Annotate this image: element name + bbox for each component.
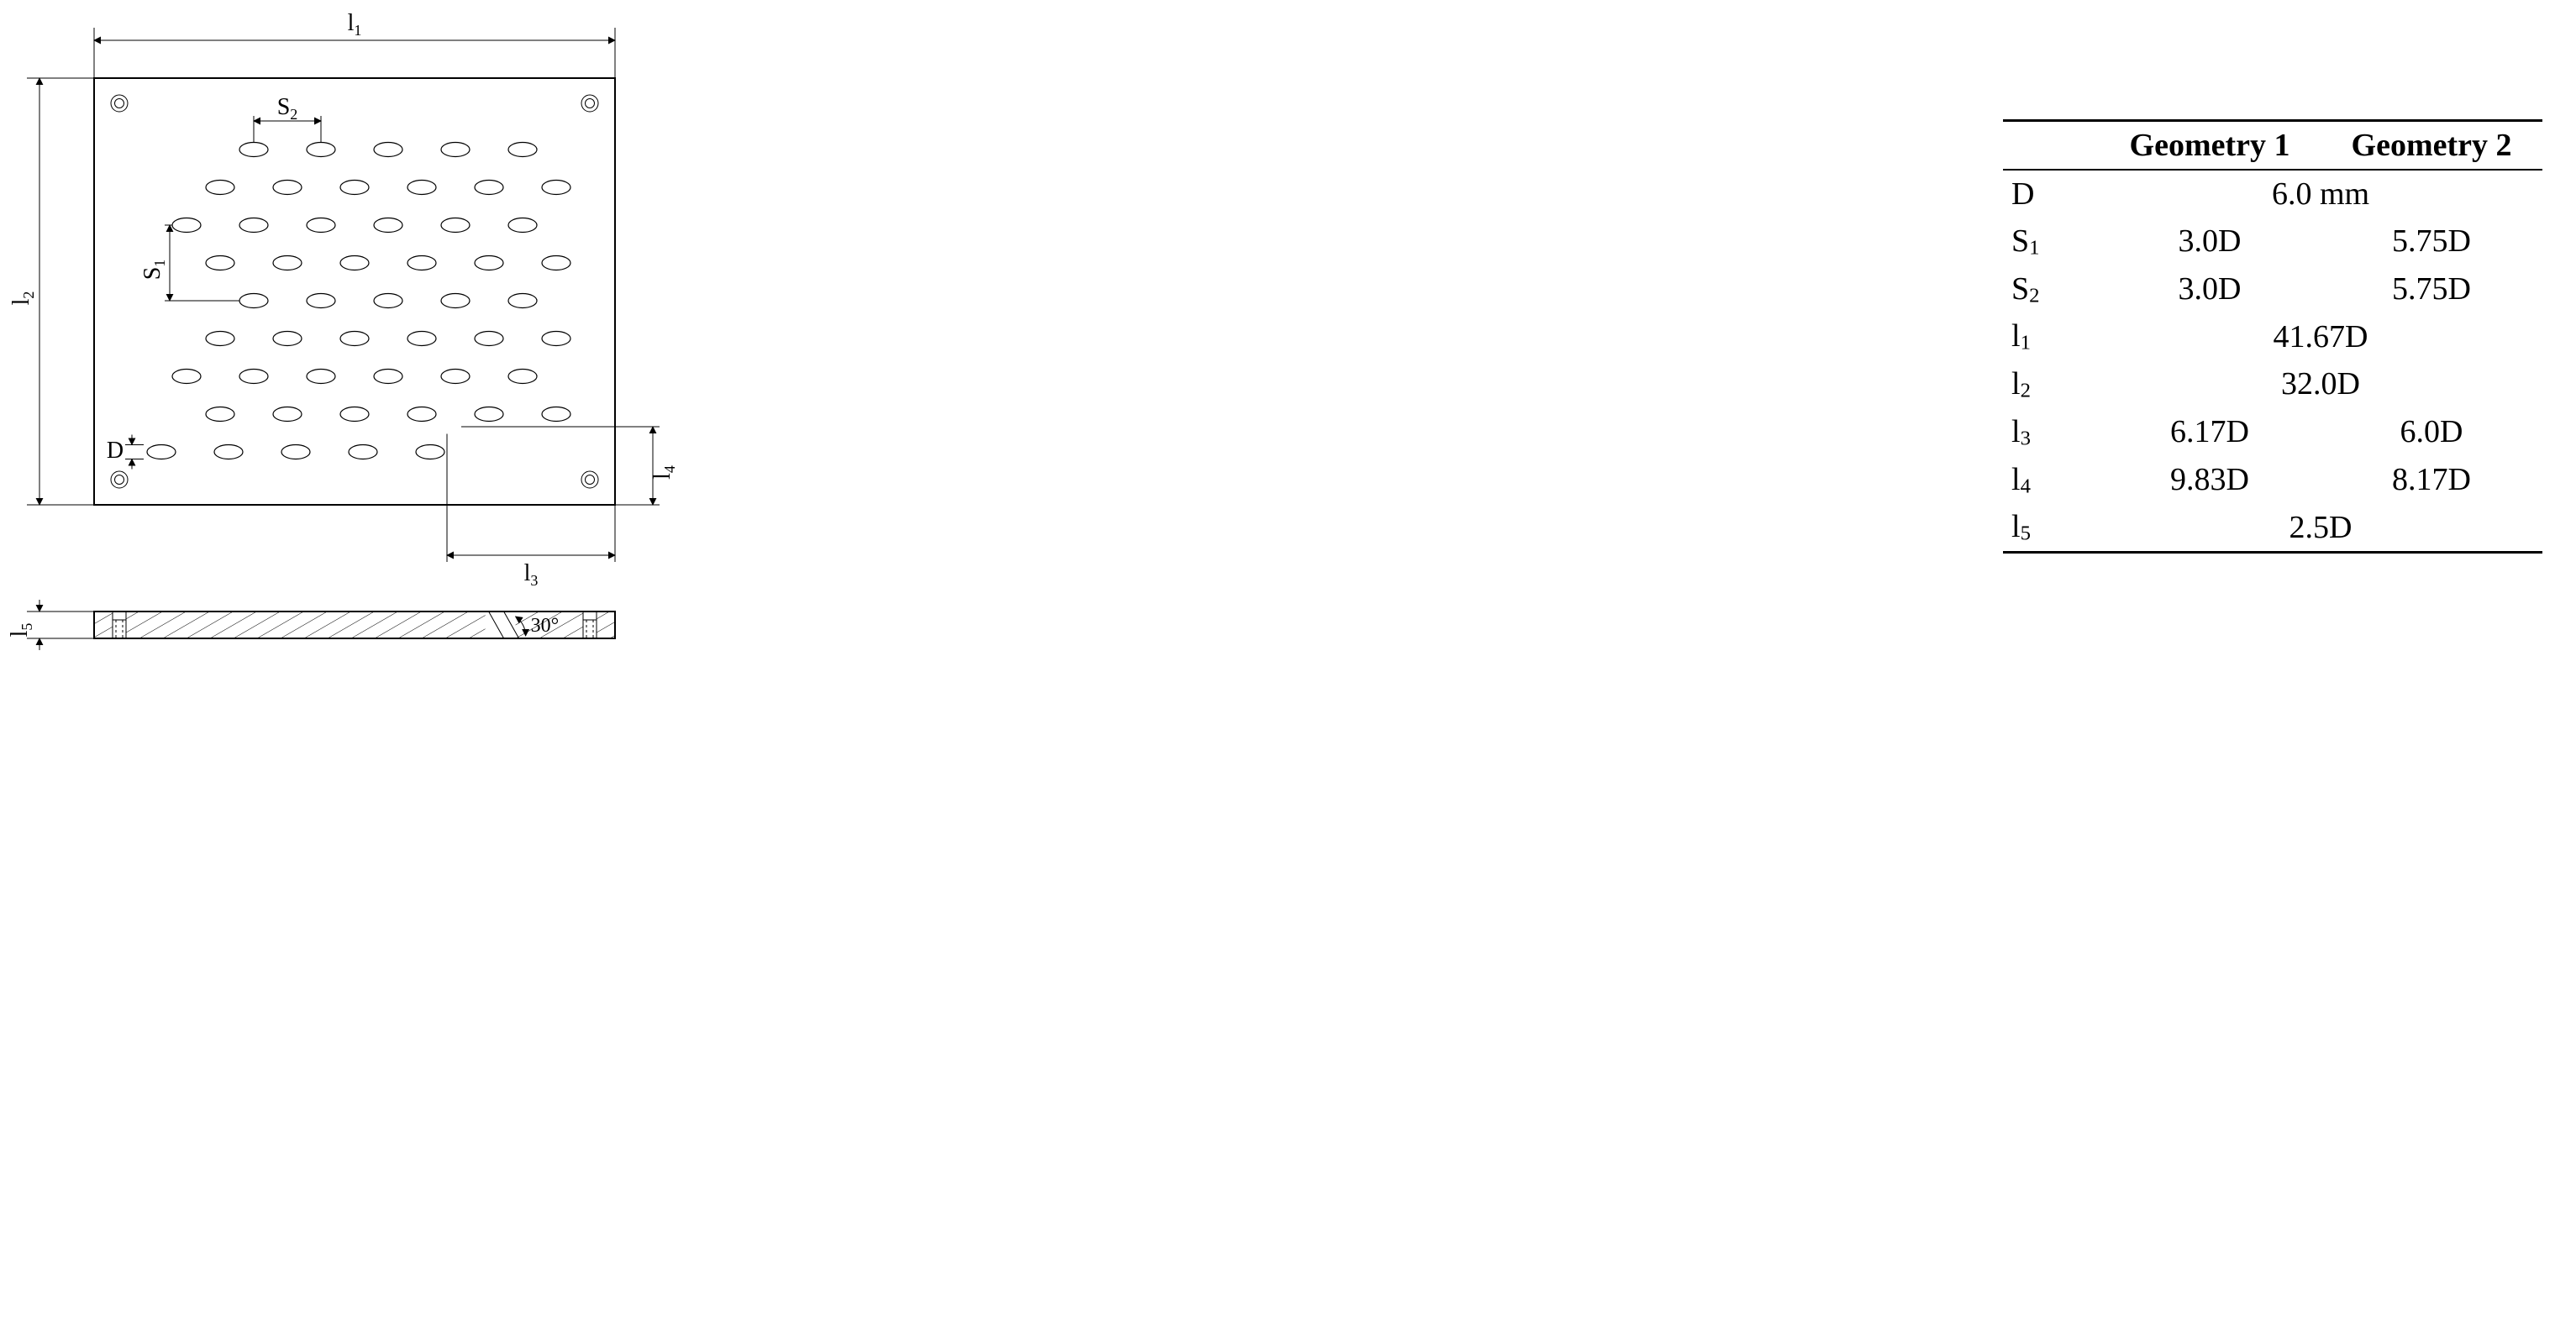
value-cell-g1: 3.0D	[2099, 265, 2321, 313]
table-row: l49.83D8.17D	[2003, 456, 2542, 504]
param-cell: l2	[2003, 360, 2099, 408]
value-cell-g2: 8.17D	[2321, 456, 2542, 504]
diagram-svg: l1 l2 S2 S1 Dl3 l4 30° l5	[10, 7, 699, 662]
svg-text:l3: l3	[524, 560, 539, 589]
svg-text:D: D	[107, 438, 124, 464]
table-row: S23.0D5.75D	[2003, 265, 2542, 313]
value-cell-g1: 3.0D	[2099, 218, 2321, 265]
svg-text:l5: l5	[10, 623, 35, 638]
geometry-table: Geometry 1Geometry 2D6.0 mmS13.0D5.75DS2…	[2003, 119, 2542, 554]
svg-text:l4: l4	[649, 465, 678, 480]
engineering-diagram: l1 l2 S2 S1 Dl3 l4 30° l5	[10, 7, 699, 666]
table-row: l141.67D	[2003, 312, 2542, 360]
table-header-col1: Geometry 1	[2099, 121, 2321, 171]
table-row: S13.0D5.75D	[2003, 218, 2542, 265]
svg-text:l1: l1	[348, 10, 362, 39]
value-cell-g2: 5.75D	[2321, 265, 2542, 313]
value-cell-g2: 5.75D	[2321, 218, 2542, 265]
param-cell: D	[2003, 170, 2099, 218]
table-header-empty	[2003, 121, 2099, 171]
table-header-col2: Geometry 2	[2321, 121, 2542, 171]
value-cell-g2: 6.0D	[2321, 408, 2542, 456]
value-cell-span: 2.5D	[2099, 503, 2542, 552]
value-cell-span: 41.67D	[2099, 312, 2542, 360]
param-cell: l5	[2003, 503, 2099, 552]
param-cell: l3	[2003, 408, 2099, 456]
table-row: l52.5D	[2003, 503, 2542, 552]
svg-text:l2: l2	[10, 291, 37, 306]
value-cell-span: 32.0D	[2099, 360, 2542, 408]
table-row: D6.0 mm	[2003, 170, 2542, 218]
svg-text:30°: 30°	[531, 615, 560, 637]
geometry-table-container: Geometry 1Geometry 2D6.0 mmS13.0D5.75DS2…	[2003, 119, 2542, 554]
svg-text:S1: S1	[139, 260, 168, 281]
param-cell: l4	[2003, 456, 2099, 504]
svg-text:S2: S2	[277, 94, 298, 123]
param-cell: S2	[2003, 265, 2099, 313]
value-cell-g1: 6.17D	[2099, 408, 2321, 456]
table-row: l36.17D6.0D	[2003, 408, 2542, 456]
param-cell: S1	[2003, 218, 2099, 265]
value-cell-span: 6.0 mm	[2099, 170, 2542, 218]
value-cell-g1: 9.83D	[2099, 456, 2321, 504]
table-row: l232.0D	[2003, 360, 2542, 408]
param-cell: l1	[2003, 312, 2099, 360]
